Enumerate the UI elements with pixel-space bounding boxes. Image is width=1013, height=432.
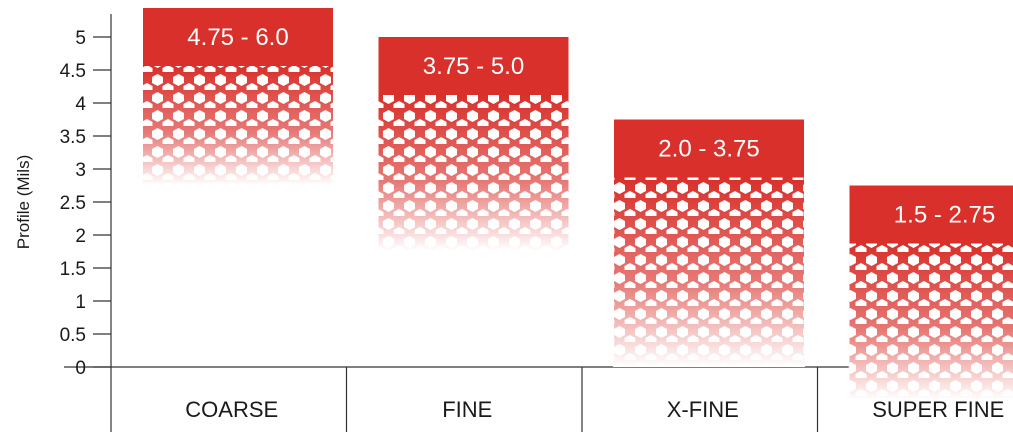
category-labels: COARSE FINE X-FINE SUPER FINE bbox=[185, 397, 1004, 422]
y-tick-label: 5 bbox=[75, 28, 86, 49]
y-tick-label: 4 bbox=[75, 94, 86, 115]
category-label: SUPER FINE bbox=[872, 397, 1004, 422]
y-tick-label: 4.5 bbox=[60, 61, 86, 82]
y-tick-label: 3 bbox=[75, 160, 86, 181]
range-bar-label: 2.0 - 3.75 bbox=[658, 136, 759, 163]
bars: 4.75 - 6.0 3.75 - 5.0 2.0 - 3.75 1.5 - 2.75 bbox=[142, 8, 1013, 400]
category-label: X-FINE bbox=[667, 397, 739, 422]
y-tick-label: 0 bbox=[75, 358, 86, 379]
y-tick-label: 3.5 bbox=[60, 127, 86, 148]
y-tick-label: 2 bbox=[75, 226, 86, 247]
category-label: COARSE bbox=[185, 397, 278, 422]
range-bar bbox=[143, 8, 333, 66]
y-tick-label: 1 bbox=[75, 292, 86, 313]
range-bar-fade bbox=[142, 66, 334, 186]
y-tick-label: 1.5 bbox=[60, 259, 86, 280]
range-bar-fade bbox=[613, 177, 805, 367]
range-bar bbox=[614, 119, 804, 178]
range-bar-label: 3.75 - 5.0 bbox=[423, 53, 524, 80]
y-ticks: 0 0.5 1 1.5 2 2.5 3 3.5 4 4.5 5 bbox=[60, 28, 111, 379]
range-bar bbox=[378, 37, 569, 95]
y-tick-label: 2.5 bbox=[60, 193, 86, 214]
range-bar-fade bbox=[377, 95, 570, 252]
category-label: FINE bbox=[442, 397, 492, 422]
range-bar-fade bbox=[848, 243, 1013, 400]
range-bar bbox=[849, 185, 1013, 244]
range-bar-label: 1.5 - 2.75 bbox=[894, 202, 995, 229]
range-bar-label: 4.75 - 6.0 bbox=[187, 24, 288, 51]
y-tick-label: 0.5 bbox=[60, 325, 86, 346]
y-axis-label: Profile (Mils) bbox=[14, 155, 33, 249]
category-dividers bbox=[345, 367, 819, 432]
